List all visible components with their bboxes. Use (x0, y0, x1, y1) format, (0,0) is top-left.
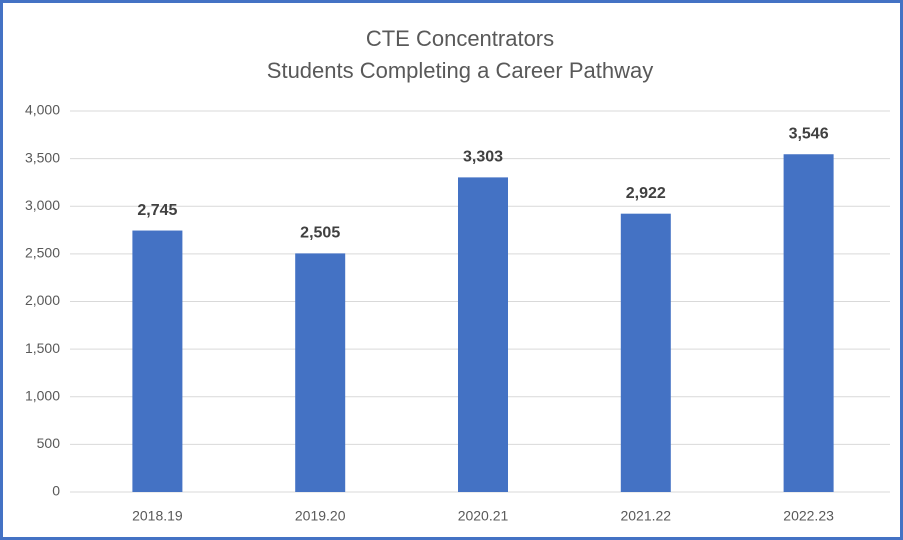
x-tick-label: 2019.20 (295, 508, 346, 524)
chart-title: CTE Concentrators (366, 26, 554, 51)
data-label: 3,303 (463, 149, 503, 166)
bar (620, 213, 671, 492)
data-label: 2,505 (300, 225, 340, 242)
data-label: 3,546 (789, 125, 829, 142)
x-tick-label: 2022.23 (783, 508, 834, 524)
y-tick-label: 3,000 (25, 197, 60, 213)
x-tick-label: 2018.19 (132, 508, 183, 524)
y-tick-label: 3,500 (25, 149, 60, 165)
y-tick-label: 2,000 (25, 292, 60, 308)
x-tick-label: 2021.22 (620, 508, 671, 524)
y-tick-label: 500 (37, 435, 61, 451)
bar (458, 177, 508, 492)
x-tick-label: 2020.21 (458, 508, 509, 524)
bar (783, 154, 834, 492)
y-tick-label: 2,500 (25, 245, 60, 261)
bar (132, 230, 183, 492)
data-label: 2,922 (626, 185, 666, 202)
y-tick-label: 1,000 (25, 387, 60, 403)
y-tick-label: 0 (52, 483, 60, 499)
y-tick-label: 1,500 (25, 340, 60, 356)
data-label: 2,745 (137, 202, 177, 219)
y-tick-label: 4,000 (25, 102, 60, 118)
bar (295, 253, 346, 492)
chart-subtitle: Students Completing a Career Pathway (267, 58, 653, 83)
